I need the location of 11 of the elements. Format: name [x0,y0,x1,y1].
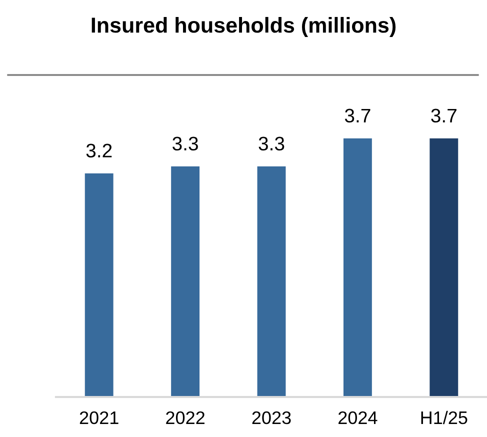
chart-title: Insured households (millions) [92,16,396,38]
x-tick-label: 2021 [80,411,118,424]
x-tick-label: H1/25 [421,410,468,424]
data-label: 3.2 [86,144,112,158]
data-label: 3.3 [258,136,284,150]
x-tick-label: 2023 [252,411,291,424]
data-label: 3.7 [344,108,370,123]
data-label: 3.7 [431,108,456,123]
x-tick-label: 2022 [166,411,204,424]
data-label: 3.3 [172,136,198,150]
x-tick-label: 2024 [338,411,378,424]
